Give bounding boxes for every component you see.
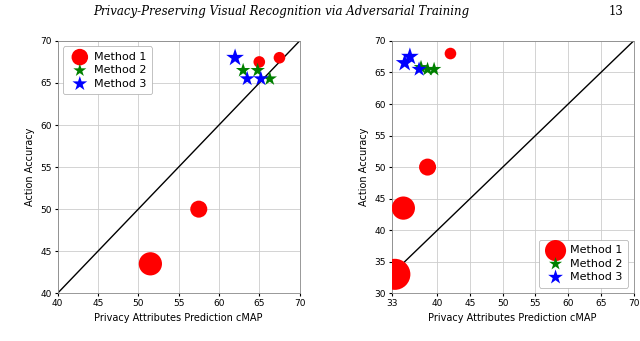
Method 2 — [416, 65, 426, 70]
Method 2 — [265, 76, 275, 81]
Method 1 — [275, 55, 285, 60]
Text: 13: 13 — [609, 5, 624, 18]
Y-axis label: Action Accuracy: Action Accuracy — [359, 128, 369, 206]
Method 3 — [256, 76, 266, 81]
Method 1 — [390, 271, 400, 277]
Method 3 — [414, 66, 424, 72]
Method 3 — [230, 55, 240, 60]
Method 3 — [404, 54, 415, 59]
Method 1 — [254, 59, 264, 65]
Method 2 — [422, 66, 433, 72]
Method 2 — [238, 68, 248, 73]
Method 2 — [253, 68, 263, 73]
Method 1 — [422, 164, 433, 170]
Method 1 — [145, 261, 156, 267]
X-axis label: Privacy Attributes Prediction cMAP: Privacy Attributes Prediction cMAP — [94, 313, 263, 323]
Method 1 — [445, 51, 456, 56]
Method 1 — [398, 205, 408, 211]
X-axis label: Privacy Attributes Prediction cMAP: Privacy Attributes Prediction cMAP — [428, 313, 597, 323]
Legend: Method 1, Method 2, Method 3: Method 1, Method 2, Method 3 — [63, 46, 152, 94]
Method 2 — [429, 66, 439, 72]
Text: Privacy-Preserving Visual Recognition via Adversarial Training: Privacy-Preserving Visual Recognition vi… — [93, 5, 470, 18]
Method 3 — [399, 60, 410, 66]
Method 1 — [194, 206, 204, 212]
Method 3 — [242, 76, 252, 81]
Y-axis label: Action Accuracy: Action Accuracy — [25, 128, 35, 206]
Legend: Method 1, Method 2, Method 3: Method 1, Method 2, Method 3 — [539, 240, 628, 288]
